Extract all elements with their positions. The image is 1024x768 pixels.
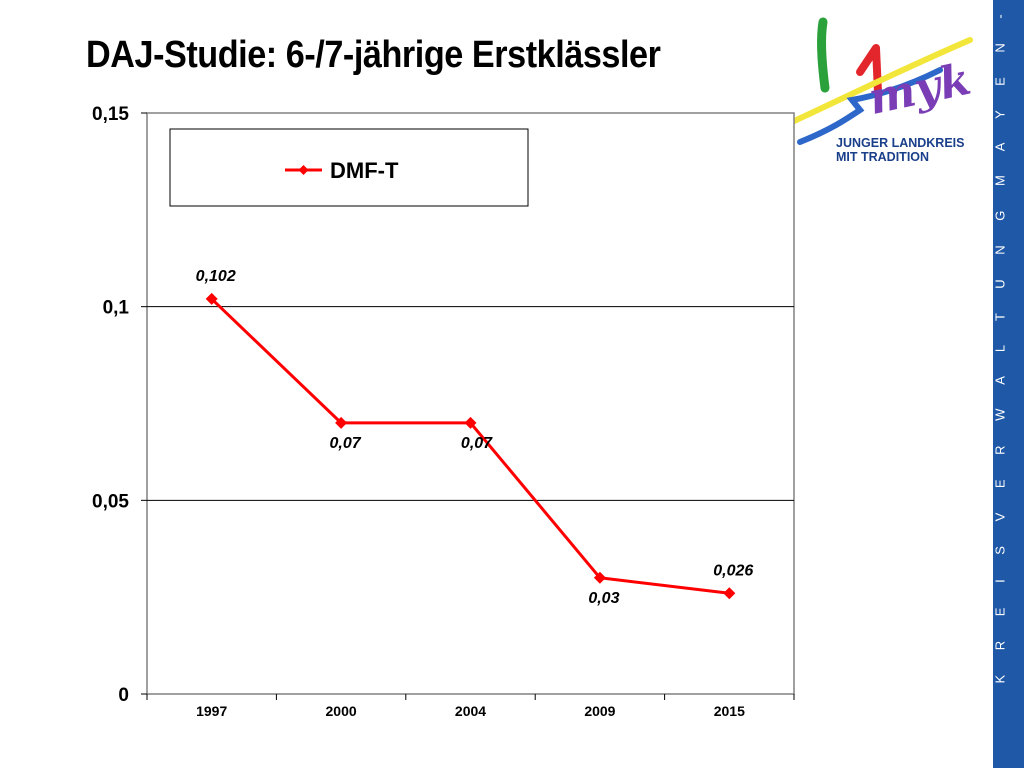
data-label: 0,07 <box>330 435 362 452</box>
data-point <box>335 416 348 429</box>
data-point <box>205 292 218 305</box>
y-tick-label: 0,15 <box>92 104 129 125</box>
logo-mark: myk <box>864 54 975 125</box>
data-point <box>723 587 736 600</box>
x-tick-label: 2009 <box>584 703 615 719</box>
x-tick-label: 1997 <box>196 703 227 719</box>
data-label: 0,026 <box>713 562 753 579</box>
x-tick-label: 2004 <box>455 703 486 719</box>
y-tick-label: 0,05 <box>92 491 129 512</box>
logo-red-stroke <box>856 44 882 96</box>
data-label: 0,07 <box>461 435 493 452</box>
line-chart: 0 0,05 0,1 0,15 1997 2000 2004 2009 2015 0,102 0… <box>92 104 795 719</box>
myk-logo: myk JUNGER LANDKREIS MIT TRADITION <box>790 17 975 164</box>
plot-area <box>146 112 795 695</box>
data-point <box>593 571 606 584</box>
data-label: 0,03 <box>588 590 619 607</box>
sidebar-text: K R E I S V E R W A L T U N G M A Y E N … <box>992 0 1008 684</box>
x-tick-label: 2000 <box>326 703 357 719</box>
legend-label: DMF-T <box>330 158 399 183</box>
logo-yellow-swoosh <box>790 37 973 125</box>
x-tick-label: 2015 <box>714 703 745 719</box>
logo-line2: MIT TRADITION <box>836 150 929 164</box>
logo-green-stroke <box>817 17 830 93</box>
data-point <box>464 416 477 429</box>
legend: DMF-T <box>169 128 529 207</box>
legend-marker <box>298 165 309 175</box>
y-tick-label: 0,1 <box>103 298 130 319</box>
legend-box <box>169 128 529 207</box>
y-tick-label: 0 <box>118 685 129 706</box>
page-title: DAJ-Studie: 6-/7-jährige Erstklässler <box>86 34 661 76</box>
data-label: 0,102 <box>196 268 236 285</box>
sidebar-band <box>993 0 1024 768</box>
logo-line1: JUNGER LANDKREIS <box>836 136 965 150</box>
logo-blue-swoosh <box>797 67 943 145</box>
